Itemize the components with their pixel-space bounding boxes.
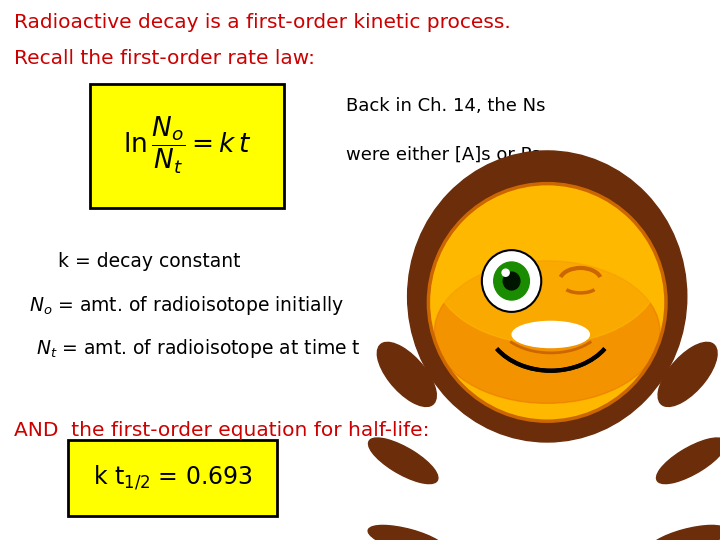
Ellipse shape bbox=[503, 272, 520, 290]
Ellipse shape bbox=[428, 184, 666, 421]
Text: k t$_{1/2}$ = 0.693: k t$_{1/2}$ = 0.693 bbox=[93, 464, 253, 492]
Ellipse shape bbox=[434, 261, 660, 403]
FancyBboxPatch shape bbox=[68, 440, 277, 516]
Ellipse shape bbox=[434, 201, 660, 344]
FancyBboxPatch shape bbox=[90, 84, 284, 208]
Text: $\mathrm{ln}\,\dfrac{N_o}{N_t} = k\,t$: $\mathrm{ln}\,\dfrac{N_o}{N_t} = k\,t$ bbox=[123, 115, 251, 177]
Text: Back in Ch. 14, the Ns: Back in Ch. 14, the Ns bbox=[346, 97, 545, 115]
Text: AND  the first-order equation for half-life:: AND the first-order equation for half-li… bbox=[14, 421, 430, 440]
Ellipse shape bbox=[502, 269, 509, 276]
Text: Radioactive decay is a first-order kinetic process.: Radioactive decay is a first-order kinet… bbox=[14, 14, 511, 32]
Ellipse shape bbox=[369, 438, 438, 484]
Text: were either [A]s or Ps.: were either [A]s or Ps. bbox=[346, 146, 546, 164]
Ellipse shape bbox=[377, 342, 436, 407]
Ellipse shape bbox=[657, 438, 720, 484]
Ellipse shape bbox=[512, 321, 590, 348]
Text: $N_o$ = amt. of radioisotope initially: $N_o$ = amt. of radioisotope initially bbox=[29, 294, 344, 316]
Text: Recall the first-order rate law:: Recall the first-order rate law: bbox=[14, 49, 315, 68]
Text: k = decay constant: k = decay constant bbox=[58, 252, 240, 272]
Ellipse shape bbox=[658, 342, 717, 407]
Ellipse shape bbox=[482, 250, 541, 312]
Ellipse shape bbox=[408, 151, 687, 442]
Ellipse shape bbox=[649, 525, 720, 540]
Ellipse shape bbox=[494, 262, 529, 300]
Ellipse shape bbox=[368, 525, 446, 540]
Text: $N_t$ = amt. of radioisotope at time t: $N_t$ = amt. of radioisotope at time t bbox=[36, 337, 361, 360]
